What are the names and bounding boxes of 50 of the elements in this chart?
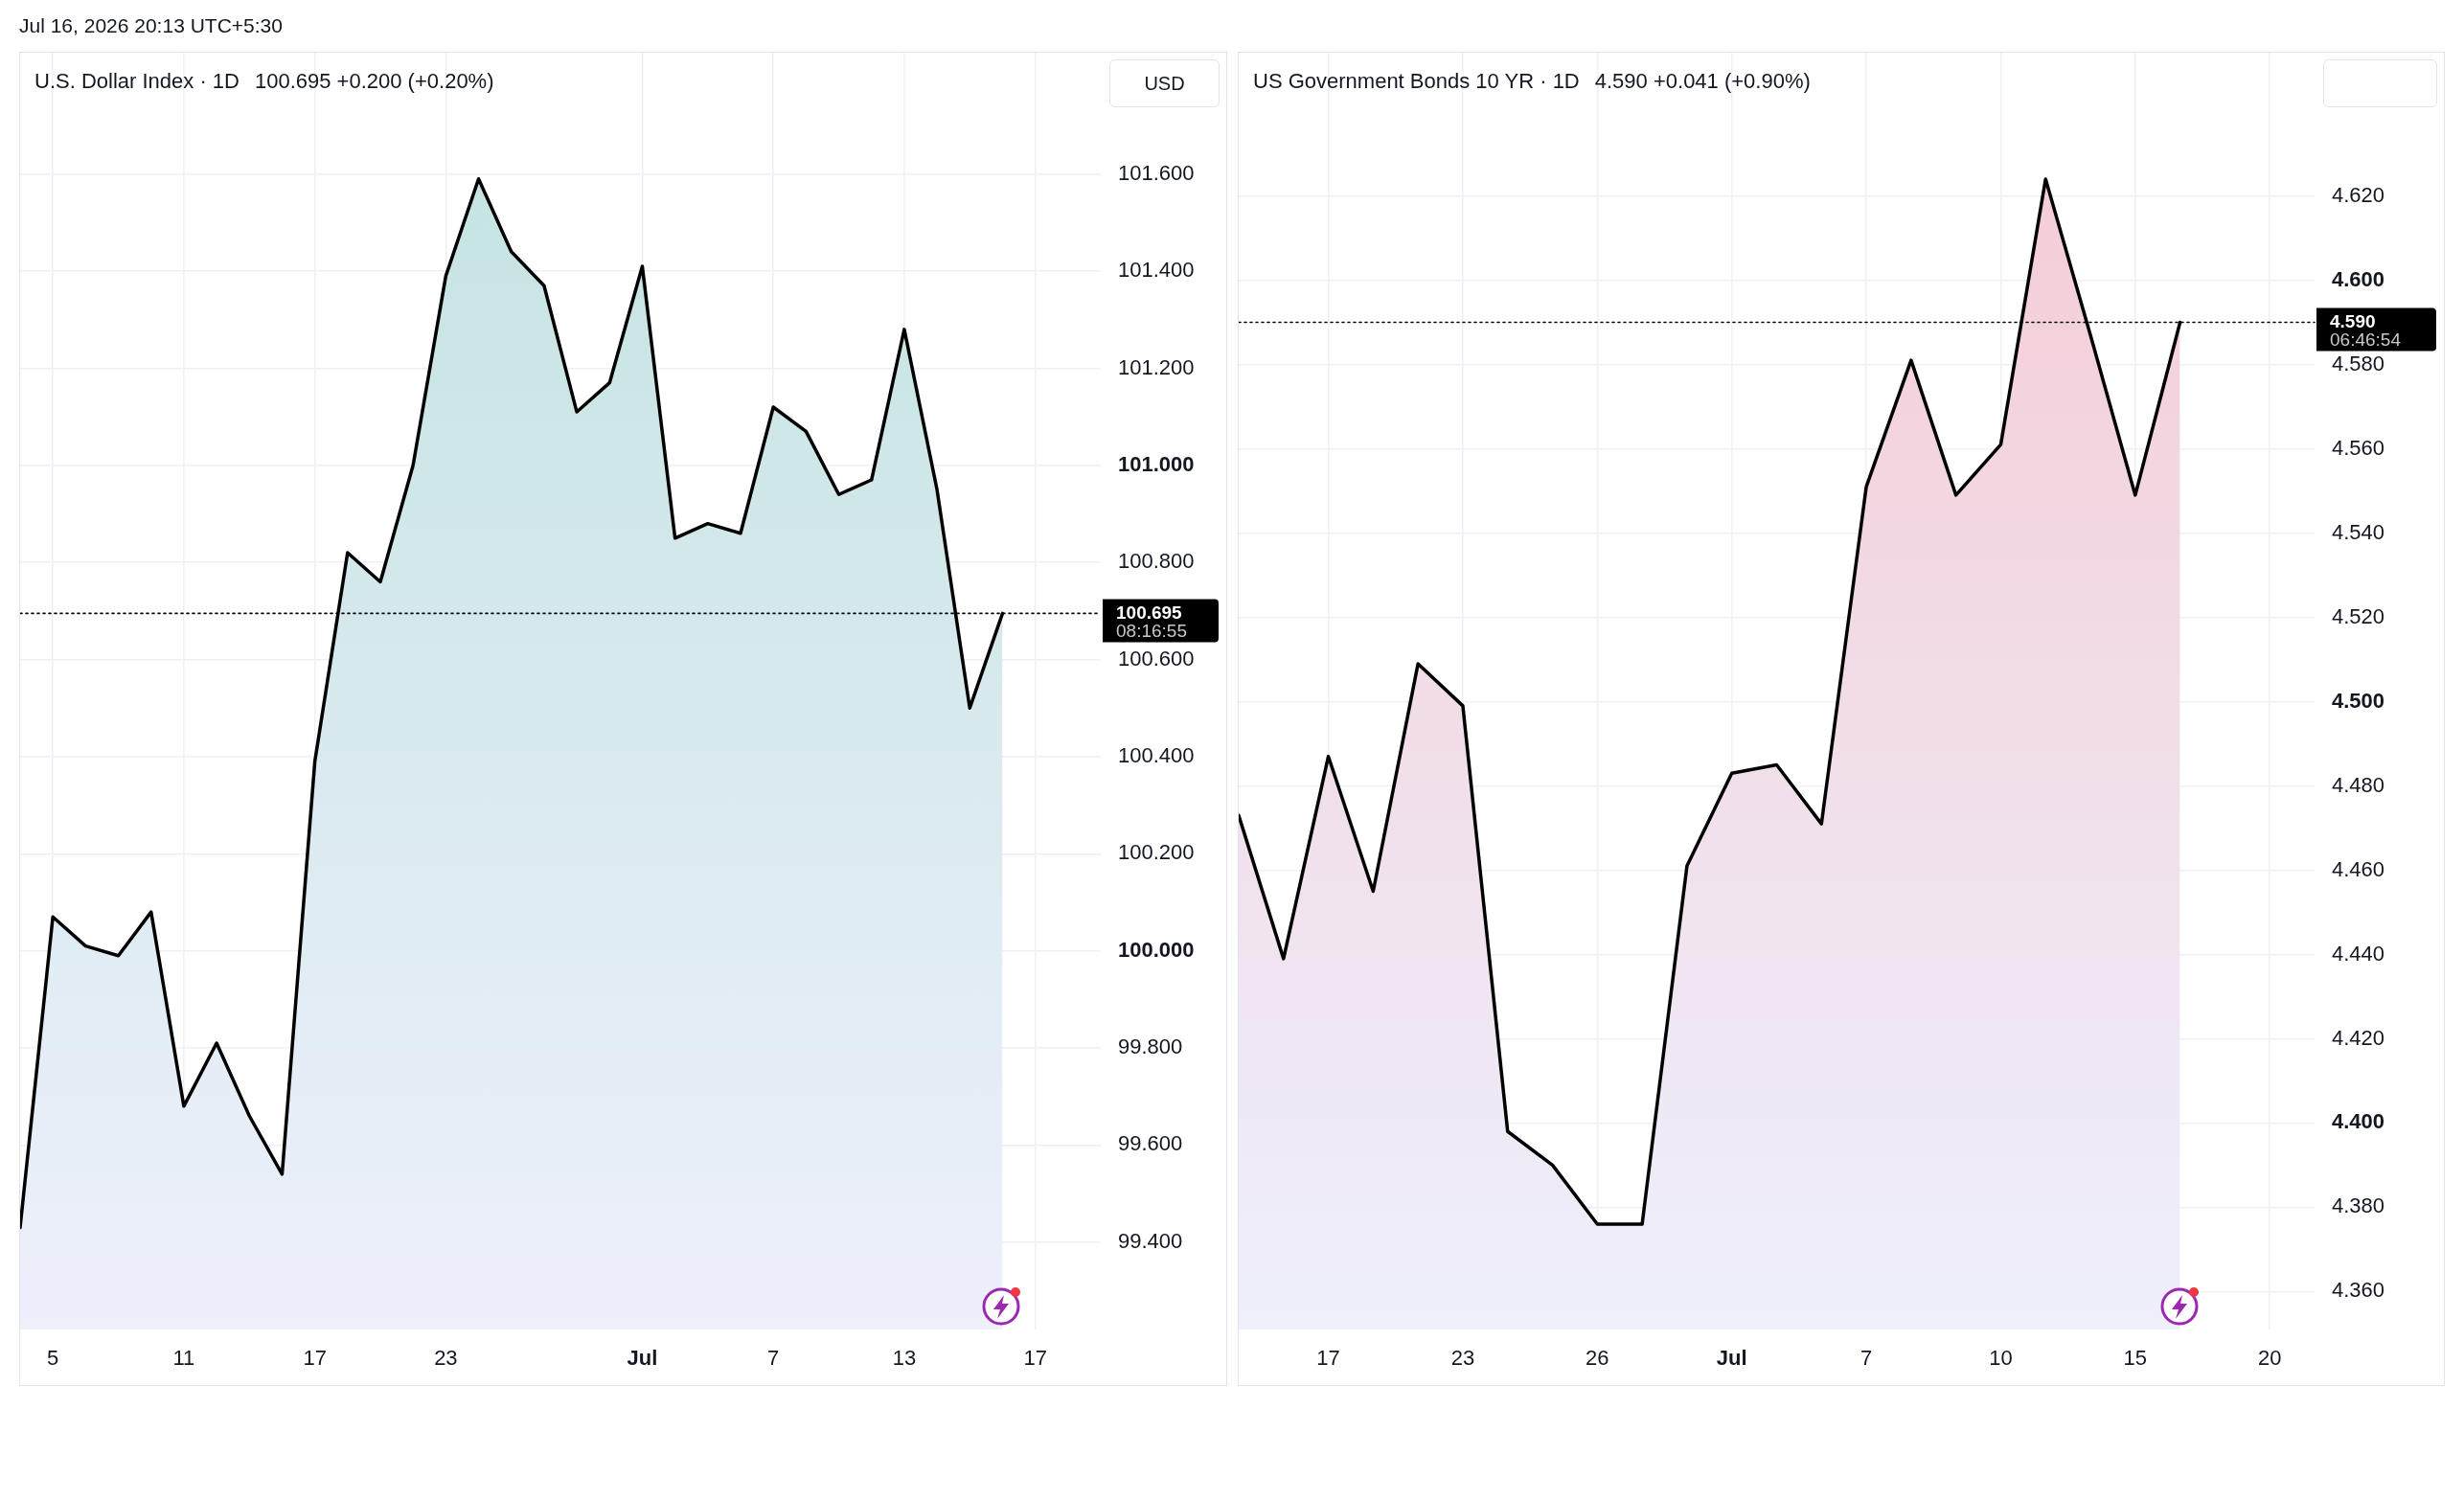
text: 4.590 +0.041 (+0.90%) [1594, 68, 1811, 95]
y-tick-label: 100.600 [1118, 646, 1195, 670]
y-tick-label: 4.520 [2332, 603, 2385, 628]
text: US Government Bonds 10 YR · 1D [1253, 68, 1580, 95]
x-tick-label: 17 [1023, 1346, 1047, 1371]
y-tick-label: 4.600 [2332, 266, 2385, 291]
y-tick-label: 100.400 [1118, 742, 1195, 767]
y-tick-label: 4.480 [2332, 772, 2385, 797]
x-tick-label: 17 [1316, 1346, 1340, 1371]
x-tick-label: 17 [303, 1346, 327, 1371]
text: U.S. Dollar Index · 1D [34, 68, 240, 95]
y-tick-label: 100.800 [1118, 549, 1195, 574]
x-tick-label: 7 [1859, 1346, 1873, 1371]
ref-line-label: 100.695 08:16:55 [1116, 602, 1187, 641]
x-tick-label: 5 [47, 1346, 59, 1371]
x-tick-label: Jul [627, 1346, 658, 1371]
y-tick-label: 4.500 [2332, 688, 2385, 713]
y-tick-label: 101.400 [1118, 258, 1195, 283]
x-tick-label: 7 [767, 1346, 780, 1371]
y-tick-label: 100.200 [1118, 840, 1195, 865]
text: 100.695 +0.200 (+0.20%) [254, 68, 494, 95]
y-tick-label: 101.000 [1118, 451, 1195, 476]
y-tick-label: 4.440 [2332, 941, 2385, 966]
y-tick-label: 100.000 [1118, 937, 1195, 962]
x-tick-label: 23 [1450, 1346, 1475, 1371]
y-tick-label: 4.580 [2332, 351, 2385, 375]
x-tick-label: Jul [1716, 1346, 1747, 1371]
y-tick-label: 4.560 [2332, 435, 2385, 460]
y-tick-label: 4.380 [2332, 1193, 2385, 1218]
x-tick-label: 13 [892, 1346, 917, 1371]
y-tick-label: 101.600 [1118, 160, 1195, 185]
y-tick-label: 4.420 [2332, 1025, 2385, 1050]
y-tick-label: 4.360 [2332, 1278, 2385, 1303]
x-tick-label: 23 [434, 1346, 458, 1371]
ref-line-label: 4.590 06:46:54 [2330, 310, 2402, 350]
text: Jul 16, 2026 20:13 UTC+5:30 [19, 13, 283, 38]
x-tick-label: 11 [172, 1346, 195, 1371]
y-tick-label: 4.620 [2332, 182, 2385, 207]
x-tick-label: 20 [2257, 1346, 2282, 1371]
y-tick-label: 4.400 [2332, 1109, 2385, 1134]
y-tick-label: 101.200 [1118, 354, 1195, 379]
y-tick-label: 4.540 [2332, 519, 2385, 544]
y-tick-label: 99.800 [1118, 1034, 1183, 1059]
y-tick-label: 99.400 [1118, 1228, 1183, 1253]
x-tick-label: 15 [2123, 1346, 2148, 1371]
y-axis-title: USD [1109, 59, 1220, 107]
x-tick-label: 10 [1989, 1346, 2013, 1371]
x-tick-label: 26 [1586, 1346, 1609, 1371]
y-tick-label: 4.460 [2332, 856, 2385, 881]
y-tick-label: 99.600 [1118, 1131, 1183, 1156]
